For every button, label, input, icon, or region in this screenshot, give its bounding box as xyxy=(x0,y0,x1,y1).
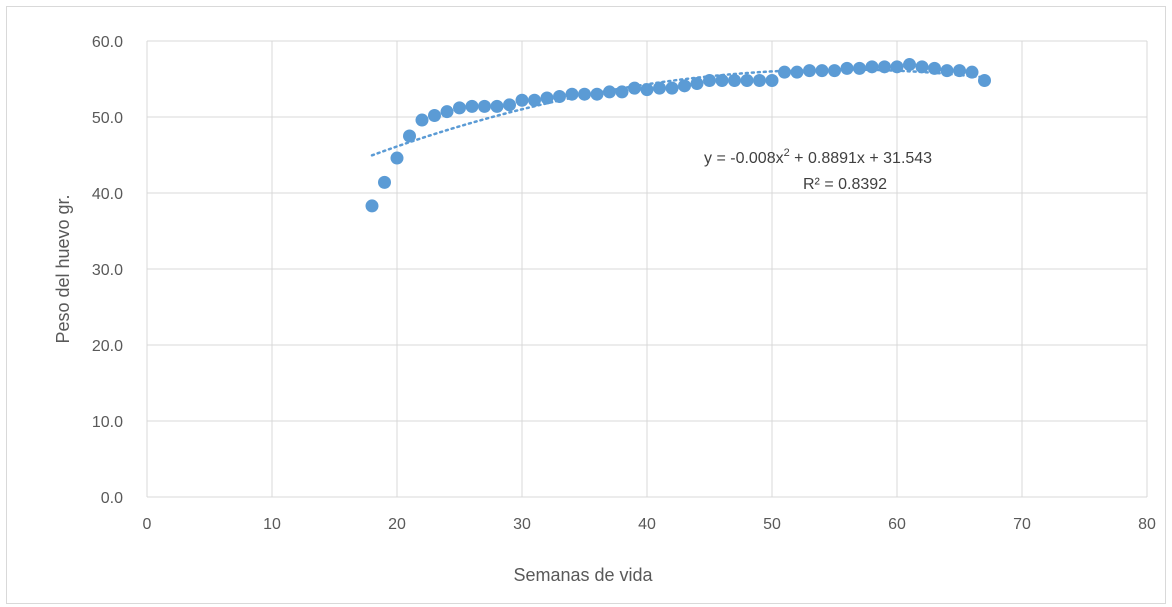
data-point xyxy=(478,99,491,113)
data-point xyxy=(590,87,604,101)
data-point xyxy=(790,65,804,79)
data-point xyxy=(865,60,879,74)
data-point xyxy=(540,91,554,105)
x-tick-label: 30 xyxy=(513,516,531,533)
chart-area: 0 10 20 30 40 50 60 70 80 0.0 10.0 20.0 30.0 40.0 50.… xyxy=(6,6,1166,604)
data-point xyxy=(503,98,516,112)
x-axis-ticks: 0 10 20 30 40 50 60 70 80 xyxy=(143,516,1156,533)
data-point xyxy=(740,74,754,88)
data-point xyxy=(840,61,854,75)
trendline-equation: y = -0.008x2 + 0.8891x + 31.543 xyxy=(704,147,932,167)
data-point xyxy=(653,81,666,95)
y-tick-label: 0.0 xyxy=(101,490,123,507)
data-point xyxy=(628,81,641,95)
data-point xyxy=(815,64,829,78)
data-point xyxy=(665,81,679,95)
data-point xyxy=(640,83,654,97)
data-point xyxy=(390,151,404,165)
data-point xyxy=(853,61,866,75)
trendline-group xyxy=(370,68,986,157)
trendline xyxy=(370,68,986,157)
data-point xyxy=(678,79,691,93)
data-point xyxy=(878,60,891,74)
x-tick-label: 60 xyxy=(888,516,906,533)
x-tick-label: 0 xyxy=(143,516,152,533)
data-point xyxy=(603,85,616,99)
data-point xyxy=(778,65,791,79)
data-point xyxy=(890,60,904,74)
data-point xyxy=(728,74,741,88)
y-axis-title: Peso del huevo gr. xyxy=(53,194,73,343)
data-point xyxy=(803,64,816,78)
y-tick-label: 40.0 xyxy=(92,186,123,203)
y-tick-label: 60.0 xyxy=(92,34,123,51)
data-point xyxy=(365,199,379,213)
data-point xyxy=(903,58,916,72)
data-point xyxy=(953,64,966,78)
data-point xyxy=(490,99,504,113)
data-point xyxy=(915,60,929,74)
y-tick-label: 30.0 xyxy=(92,262,123,279)
data-point xyxy=(465,99,479,113)
gridlines xyxy=(146,40,1148,498)
data-point xyxy=(428,108,441,122)
y-tick-label: 10.0 xyxy=(92,414,123,431)
data-point xyxy=(528,93,541,107)
data-point xyxy=(753,74,766,88)
x-tick-label: 40 xyxy=(638,516,656,533)
x-axis-title: Semanas de vida xyxy=(513,565,653,585)
data-point xyxy=(828,64,841,78)
data-points xyxy=(365,58,991,213)
data-point xyxy=(765,74,779,88)
data-point xyxy=(965,65,979,79)
data-point xyxy=(553,89,566,103)
x-tick-label: 50 xyxy=(763,516,781,533)
data-point xyxy=(928,61,941,75)
y-tick-label: 50.0 xyxy=(92,110,123,127)
trendline-r-squared: R² = 0.8392 xyxy=(803,176,887,193)
data-point xyxy=(615,85,629,99)
data-point xyxy=(715,74,729,88)
x-tick-label: 80 xyxy=(1138,516,1156,533)
data-point xyxy=(440,105,454,119)
data-point xyxy=(415,113,429,127)
data-point xyxy=(515,93,529,107)
data-point xyxy=(565,87,579,101)
scatter-chart: 0 10 20 30 40 50 60 70 80 0.0 10.0 20.0 30.0 40.0 50.… xyxy=(53,34,1156,585)
data-point xyxy=(378,175,391,189)
data-point xyxy=(940,64,954,78)
y-axis-ticks: 0.0 10.0 20.0 30.0 40.0 50.0 60.0 xyxy=(92,34,123,507)
x-tick-label: 70 xyxy=(1013,516,1031,533)
data-point xyxy=(453,101,466,115)
data-point xyxy=(978,74,991,88)
x-tick-label: 10 xyxy=(263,516,281,533)
data-point xyxy=(403,129,416,143)
data-point xyxy=(703,74,716,88)
data-point xyxy=(578,87,591,101)
y-tick-label: 20.0 xyxy=(92,338,123,355)
data-point xyxy=(690,77,704,91)
x-tick-label: 20 xyxy=(388,516,406,533)
